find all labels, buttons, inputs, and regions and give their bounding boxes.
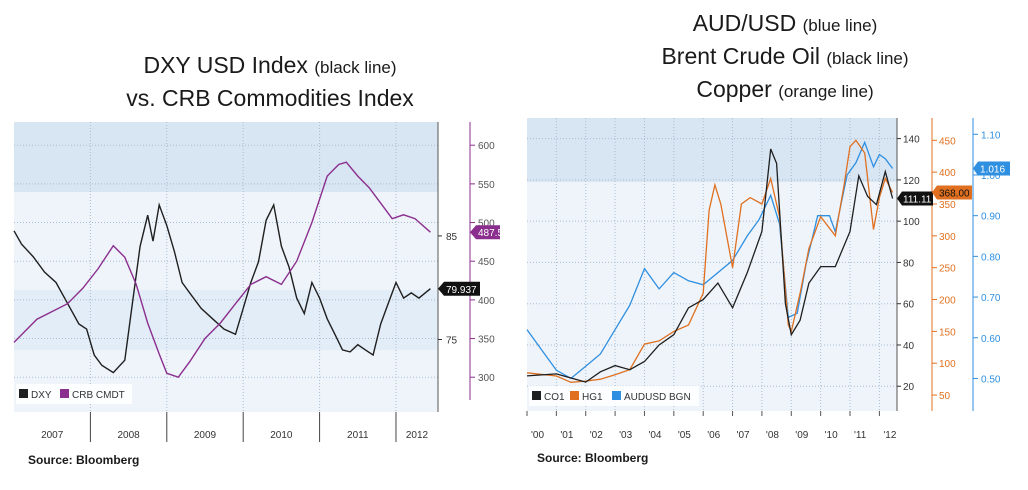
series-line-dxy <box>13 202 431 374</box>
series-line-co1 <box>526 148 894 383</box>
right-title-line2: Brent Crude Oil <box>661 43 820 69</box>
y-tick-label-copper: 300 <box>939 232 956 243</box>
last-value-label-copper: 368.00 <box>939 189 970 200</box>
legend-swatch-audusd-bgn <box>612 391 621 400</box>
y-tick-label-aud: 0.90 <box>981 212 1001 223</box>
y-tick-label-copper: 450 <box>939 136 956 147</box>
y-tick-label-copper: 350 <box>939 200 956 211</box>
x-tick-label: 2008 <box>117 430 140 441</box>
y-tick-label-copper: 100 <box>939 359 956 370</box>
x-tick-label: '00 <box>531 430 544 441</box>
left-title-line1: DXY USD Index <box>143 52 308 78</box>
right-chart-title: AUD/USD (blue line) Brent Crude Oil (bla… <box>555 8 1015 107</box>
x-tick-label: '07 <box>737 430 750 441</box>
legend-label-audusd-bgn: AUDUSD BGN <box>624 392 691 403</box>
x-tick-label: 2010 <box>270 430 293 441</box>
legend-swatch-co1 <box>532 391 541 400</box>
legend-label-dxy: DXY <box>31 390 52 401</box>
right-title-line3-note: (orange line) <box>778 82 874 101</box>
y-tick-label-copper: 50 <box>939 391 951 402</box>
y-tick-label-oil: 40 <box>903 341 915 352</box>
legend-box <box>16 384 132 404</box>
y-tick-label-oil: 120 <box>903 176 920 187</box>
plot-band-top <box>14 122 438 192</box>
right-title-line1-note: (blue line) <box>802 16 878 35</box>
x-tick-label: 2011 <box>347 430 369 441</box>
x-tick-label: '05 <box>678 430 691 441</box>
last-value-tag-aud <box>973 161 1010 176</box>
series-line-audusd-bgn <box>526 140 894 380</box>
y-tick-label-copper: 150 <box>939 327 956 338</box>
y-tick-label-aud: 1.00 <box>981 171 1001 182</box>
x-axis-strip <box>527 411 897 446</box>
last-value-tag-copper <box>932 185 972 200</box>
x-tick-label: '03 <box>619 430 632 441</box>
x-tick-label: '04 <box>648 430 661 441</box>
y-tick-label-dxy: 85 <box>446 232 458 243</box>
last-value-label-oil: 111.11 <box>903 194 932 205</box>
y-tick-label-aud: 0.60 <box>981 334 1001 345</box>
x-axis-strip <box>14 412 438 444</box>
x-tick-label: 2009 <box>194 430 217 441</box>
last-value-label-crb: 487.5 <box>478 228 503 239</box>
series-line-crb-cmdt <box>13 161 431 379</box>
last-value-label-dxy: 79.937 <box>446 285 477 296</box>
y-tick-label-aud: 1.10 <box>981 130 1001 141</box>
last-value-tag-crb <box>470 225 500 240</box>
legend-swatch-crb <box>60 389 69 398</box>
last-value-label-aud: 1.016 <box>980 164 1005 175</box>
x-tick-label: '02 <box>590 430 603 441</box>
x-tick-label: '06 <box>707 430 720 441</box>
right-title-line3: Copper <box>696 76 772 102</box>
right-title-line2-note: (black line) <box>826 49 909 68</box>
x-tick-label: '12 <box>883 430 896 441</box>
series-line-hg1 <box>526 139 894 383</box>
legend-swatch-hg1 <box>570 391 579 400</box>
y-tick-label-dxy: 75 <box>446 336 458 347</box>
y-tick-label-crb: 350 <box>478 335 495 346</box>
y-tick-label-oil: 100 <box>903 217 920 228</box>
y-tick-label-crb: 450 <box>478 257 495 268</box>
x-tick-label: '01 <box>560 430 573 441</box>
y-tick-label-crb: 400 <box>478 296 495 307</box>
legend-label-crb: CRB CMDT <box>72 390 125 401</box>
left-title-line2: vs. CRB Commodities Index <box>126 85 414 111</box>
y-tick-label-aud: 0.70 <box>981 293 1001 304</box>
legend-label-hg1: HG1 <box>582 392 603 403</box>
y-tick-label-crb: 550 <box>478 180 495 191</box>
y-tick-label-aud: 0.50 <box>981 374 1001 385</box>
left-source-note: Source: Bloomberg <box>28 453 140 467</box>
right-source-note: Source: Bloomberg <box>537 451 649 465</box>
x-tick-label: '08 <box>766 430 779 441</box>
y-tick-label-oil: 140 <box>903 135 920 146</box>
y-tick-label-copper: 250 <box>939 264 956 275</box>
y-tick-label-crb: 300 <box>478 373 495 384</box>
y-tick-label-copper: 200 <box>939 296 956 307</box>
legend-swatch-dxy <box>19 389 28 398</box>
legend-label-co1: CO1 <box>544 392 565 403</box>
x-tick-label: '09 <box>795 430 808 441</box>
x-tick-label: 2012 <box>406 430 429 441</box>
last-value-tag-oil <box>897 191 933 206</box>
plot-band-top <box>527 118 897 182</box>
last-value-tag-dxy <box>438 281 480 296</box>
x-tick-label: '10 <box>825 430 838 441</box>
y-tick-label-copper: 400 <box>939 168 956 179</box>
y-tick-label-aud: 0.80 <box>981 252 1001 263</box>
x-tick-label: 2007 <box>41 430 64 441</box>
y-tick-label-crb: 600 <box>478 141 495 152</box>
left-chart-title: DXY USD Index (black line) vs. CRB Commo… <box>40 50 500 114</box>
right-title-line1: AUD/USD <box>692 10 797 36</box>
x-tick-label: '11 <box>854 430 867 441</box>
y-tick-label-oil: 60 <box>903 300 915 311</box>
plot-band-mid <box>14 290 438 350</box>
y-tick-label-oil: 80 <box>903 258 915 269</box>
left-title-line1-note: (black line) <box>314 58 397 77</box>
y-tick-label-oil: 20 <box>903 382 915 393</box>
y-tick-label-crb: 500 <box>478 219 495 230</box>
